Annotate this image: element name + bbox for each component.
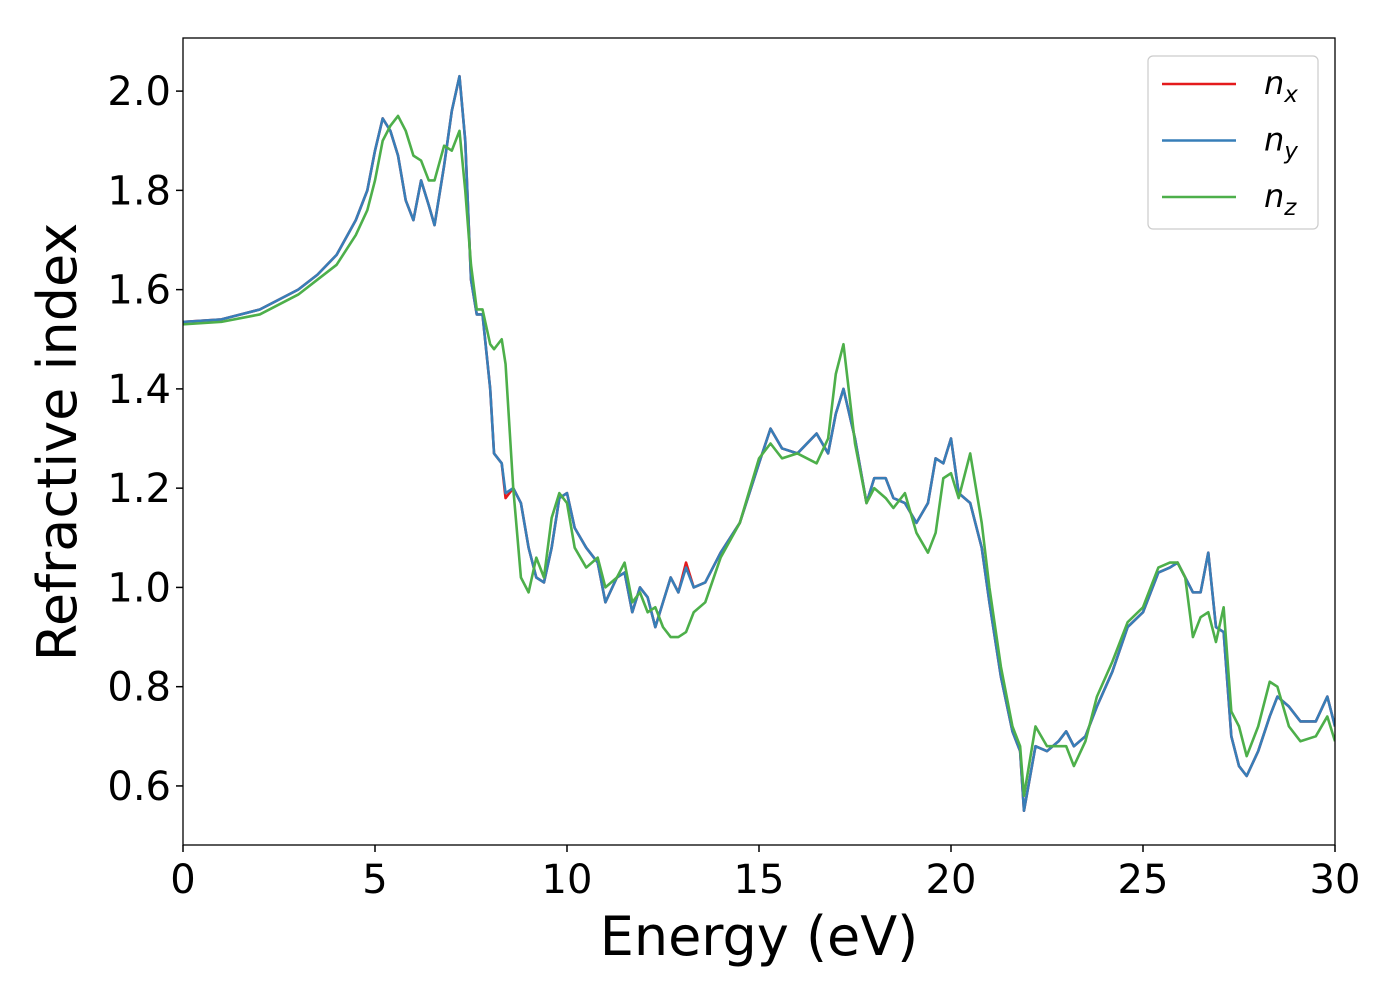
legend-box — [1147, 55, 1319, 230]
x-tick-label: 30 — [1310, 857, 1361, 903]
x-tick-label: 5 — [362, 857, 387, 903]
legend-label: nz — [1264, 177, 1297, 221]
x-tick-label: 0 — [170, 857, 195, 903]
legend-label: nx — [1264, 64, 1298, 108]
x-axis-label: Energy (eV) — [600, 905, 919, 968]
y-tick-label: 0.8 — [107, 665, 171, 711]
y-tick-label: 1.4 — [107, 367, 171, 413]
y-tick-label: 2.0 — [107, 69, 171, 115]
x-tick-label: 10 — [542, 857, 593, 903]
x-tick-label: 20 — [926, 857, 977, 903]
plot-frame — [182, 37, 1336, 846]
y-tick-label: 1.0 — [107, 565, 171, 611]
legend: nx ny nz — [1147, 55, 1319, 230]
x-tick-label: 25 — [1118, 857, 1169, 903]
y-tick-label: 1.2 — [107, 466, 171, 512]
legend-label: ny — [1264, 121, 1298, 165]
y-tick-label: 1.8 — [107, 168, 171, 214]
y-tick-label: 1.6 — [107, 268, 171, 314]
y-tick-label: 0.6 — [107, 764, 171, 810]
y-axis-label: Refractive index — [26, 223, 89, 662]
series-line — [183, 74, 1335, 813]
series-line — [183, 114, 1335, 798]
x-tick-label: 15 — [734, 857, 785, 903]
